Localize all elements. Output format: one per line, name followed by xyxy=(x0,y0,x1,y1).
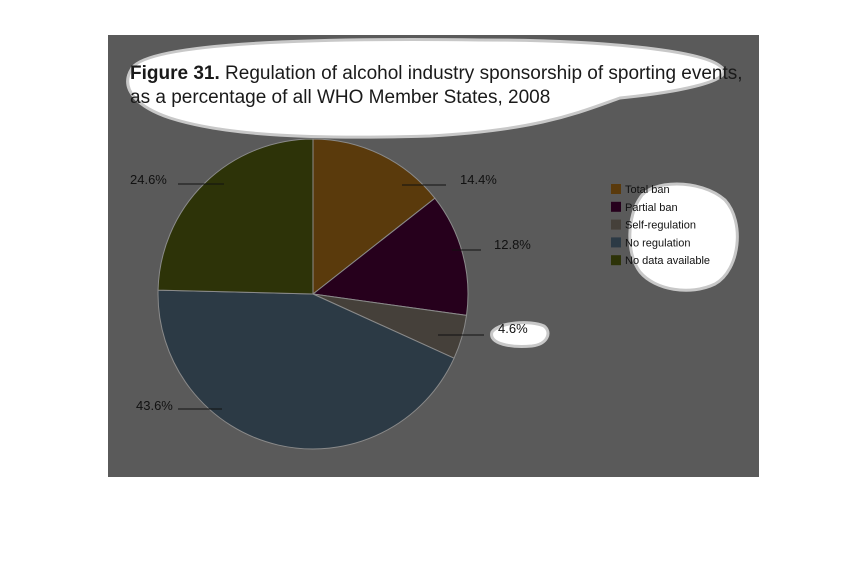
data-label: 12.8% xyxy=(494,237,531,252)
legend-swatch xyxy=(611,184,621,194)
pie-chart: 14.4% 12.8% 4.6% 43.6% 24.6% xyxy=(130,138,531,450)
legend-label: Self-regulation xyxy=(625,220,696,232)
chart-title-line1: Figure 31. Regulation of alcohol industr… xyxy=(130,63,743,84)
legend-swatch xyxy=(611,201,621,212)
pie-slice-no-regulation xyxy=(157,289,455,450)
data-label: 43.6% xyxy=(136,398,173,413)
data-label: 4.6% xyxy=(498,321,528,336)
pie-slice-total-ban xyxy=(312,138,436,296)
legend-label: Total ban xyxy=(625,184,670,196)
legend-label: Partial ban xyxy=(625,202,678,214)
legend-label: No regulation xyxy=(625,237,690,249)
title-highlight xyxy=(126,38,726,139)
legend-swatch xyxy=(611,255,621,266)
label-highlight xyxy=(490,321,550,348)
pie-slice-partial-ban xyxy=(311,197,469,316)
data-label: 14.4% xyxy=(460,172,497,187)
legend-label: No data available xyxy=(625,255,710,267)
chart-title-text-1: Regulation of alcohol industry sponsorsh… xyxy=(220,63,743,84)
legend-swatch xyxy=(611,219,621,230)
data-label: 24.6% xyxy=(130,172,167,187)
chart-legend: Total ban Partial ban Self-regulation No re… xyxy=(611,184,710,267)
chart-title-line2: as a percentage of all WHO Member States… xyxy=(130,87,550,108)
legend-highlight xyxy=(628,182,739,292)
pie-slice-no-data-available xyxy=(157,138,314,295)
legend-swatch xyxy=(611,237,621,248)
figure-number: Figure 31. xyxy=(130,63,220,84)
